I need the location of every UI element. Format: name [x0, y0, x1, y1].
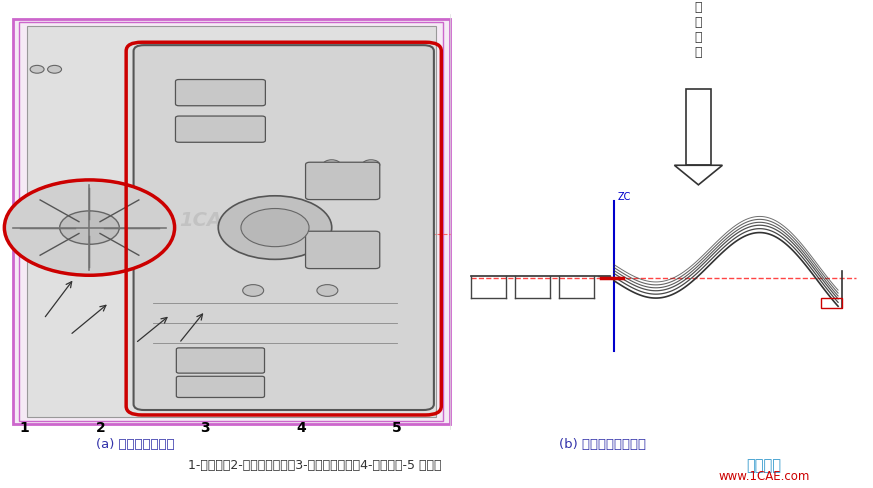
Text: (b) 拉延工艺冲压方向: (b) 拉延工艺冲压方向 [559, 437, 646, 449]
FancyBboxPatch shape [306, 163, 380, 200]
Text: (a) 拉延工艺平面图: (a) 拉延工艺平面图 [96, 437, 175, 449]
Text: www.1CAE.com: www.1CAE.com [718, 469, 809, 482]
Circle shape [47, 66, 62, 74]
Text: 冲
压
方
向: 冲 压 方 向 [695, 0, 702, 59]
Circle shape [4, 181, 175, 276]
Text: 5: 5 [392, 420, 402, 434]
Polygon shape [675, 166, 723, 185]
Text: 4: 4 [296, 420, 306, 434]
FancyBboxPatch shape [175, 117, 265, 143]
Text: 1-压料面；2-上凸模分模线；3-下凸模分模线；4-坏料线；-5 拉延筋: 1-压料面；2-上凸模分模线；3-下凸模分模线；4-坏料线；-5 拉延筋 [188, 458, 441, 471]
Bar [13, 20, 450, 425]
Text: ZC: ZC [617, 192, 631, 202]
Circle shape [30, 66, 44, 74]
Circle shape [218, 196, 332, 260]
Circle shape [323, 161, 340, 170]
Bar [27, 27, 436, 417]
Circle shape [241, 209, 309, 247]
FancyBboxPatch shape [306, 232, 380, 269]
Circle shape [59, 211, 120, 245]
Circle shape [243, 285, 264, 297]
FancyBboxPatch shape [175, 81, 265, 106]
Bar [19, 23, 443, 421]
Circle shape [317, 285, 338, 297]
FancyBboxPatch shape [176, 377, 265, 398]
Text: 2: 2 [95, 420, 106, 434]
Text: 3: 3 [200, 420, 210, 434]
Text: 仿真在线: 仿真在线 [746, 457, 781, 472]
Text: 1: 1 [19, 420, 30, 434]
Text: 1CAE.COM: 1CAE.COM [179, 210, 292, 229]
Bar [821, 298, 842, 308]
FancyBboxPatch shape [176, 348, 265, 373]
Bar [686, 90, 711, 166]
FancyBboxPatch shape [134, 46, 434, 410]
Circle shape [362, 161, 380, 170]
